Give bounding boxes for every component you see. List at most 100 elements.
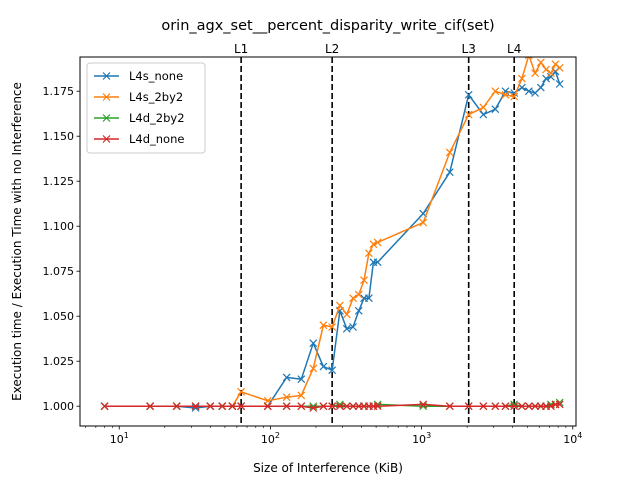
data-point [309,339,318,348]
data-point [191,402,200,411]
data-point [536,83,545,92]
data-point [282,393,291,402]
data-point [342,402,351,411]
legend-swatch-marker [102,72,111,80]
data-point [354,290,363,299]
data-point [297,402,306,411]
x-tick-label: 101 [110,431,129,446]
x-tick-label-base: 10 [110,433,124,446]
data-point [501,90,510,99]
data-point [419,218,428,227]
x-axis: 101 102 103 104 [85,426,582,446]
series-layer [100,57,564,412]
data-point [501,402,510,411]
x-tick-label: 104 [563,431,582,446]
data-point [146,402,155,411]
x-tick-label-base: 10 [412,433,426,446]
data-point [491,402,500,411]
x-tick-label-base: 10 [563,433,577,446]
data-point [349,294,357,303]
data-point [531,402,540,411]
data-point [172,402,181,411]
data-point [228,402,237,411]
data-point [510,402,519,411]
legend-item: L4s_none [94,69,183,83]
y-tick-label: 1.125 [43,175,75,188]
data-point [373,238,382,247]
legend-item: L4s_2by2 [94,90,183,104]
data-point [479,110,488,119]
data-point [237,387,246,396]
x-tick-label-exponent: 1 [124,431,129,440]
data-point [309,364,318,373]
data-point [555,63,564,72]
data-point [335,301,344,310]
reference-line-label: L3 [462,42,476,56]
y-tick-label: 1.050 [43,310,75,323]
data-point [328,366,337,375]
data-point [364,294,373,303]
data-point [297,375,306,384]
legend-item: L4d_none [94,132,184,146]
data-point [364,249,373,258]
data-point [479,402,488,411]
legend-swatch-marker [102,114,111,122]
x-axis-label: Size of Interference (KiB) [253,461,403,475]
axes-frame [79,56,577,427]
y-tick-label: 1.000 [43,400,75,413]
data-point [524,57,533,60]
y-tick-label: 1.100 [43,220,75,233]
data-point [369,240,378,249]
data-point [282,402,291,411]
reference-line-label: L4 [507,42,521,56]
x-tick-label-exponent: 3 [426,431,431,440]
data-point [349,323,357,331]
chart-title: orin_agx_set__percent_disparity_write_ci… [161,18,494,34]
data-point [555,80,564,88]
y-axis: 1.000 1.025 1.050 1.075 1.100 1.125 1.150 1.175 [43,85,80,413]
x-tick-label: 102 [261,431,280,446]
data-point [309,404,318,412]
data-point [373,402,382,411]
data-point [263,402,272,411]
data-point [491,105,500,114]
data-point [536,58,545,67]
data-point [547,72,555,81]
data-point [510,92,519,101]
x-tick-label-exponent: 2 [275,431,280,440]
data-point [555,400,564,409]
data-point [328,323,337,331]
series-L4d_none [100,400,564,412]
plot-area [100,57,564,426]
legend-label: L4d_none [129,132,184,146]
data-point [282,373,291,382]
data-point [319,362,328,371]
reference-line-labels: L1 L2 L3 L4 [234,42,521,56]
x-tick-label-exponent: 4 [577,431,582,440]
data-point [464,90,473,99]
data-point [445,148,454,157]
data-point [354,306,363,315]
y-tick-label: 1.075 [43,265,75,278]
data-point [218,402,227,411]
y-tick-label: 1.150 [43,130,75,143]
legend-swatch-marker [102,135,111,143]
x-tick-label: 103 [412,431,431,446]
data-point [297,391,306,400]
legend-label: L4s_2by2 [129,90,183,104]
data-point [518,74,526,83]
data-point [491,87,500,96]
data-point [309,402,318,411]
data-point [360,276,368,285]
legend-label: L4s_none [129,69,183,83]
y-axis-label: Execution time / Execution Time with no … [10,82,24,401]
data-point [464,402,473,411]
legend-item: L4d_2by2 [94,111,185,125]
legend-label: L4d_2by2 [129,111,185,125]
data-point [342,310,351,319]
data-point [419,400,428,409]
data-point [373,258,382,267]
data-point [319,402,328,411]
data-point [547,402,555,411]
